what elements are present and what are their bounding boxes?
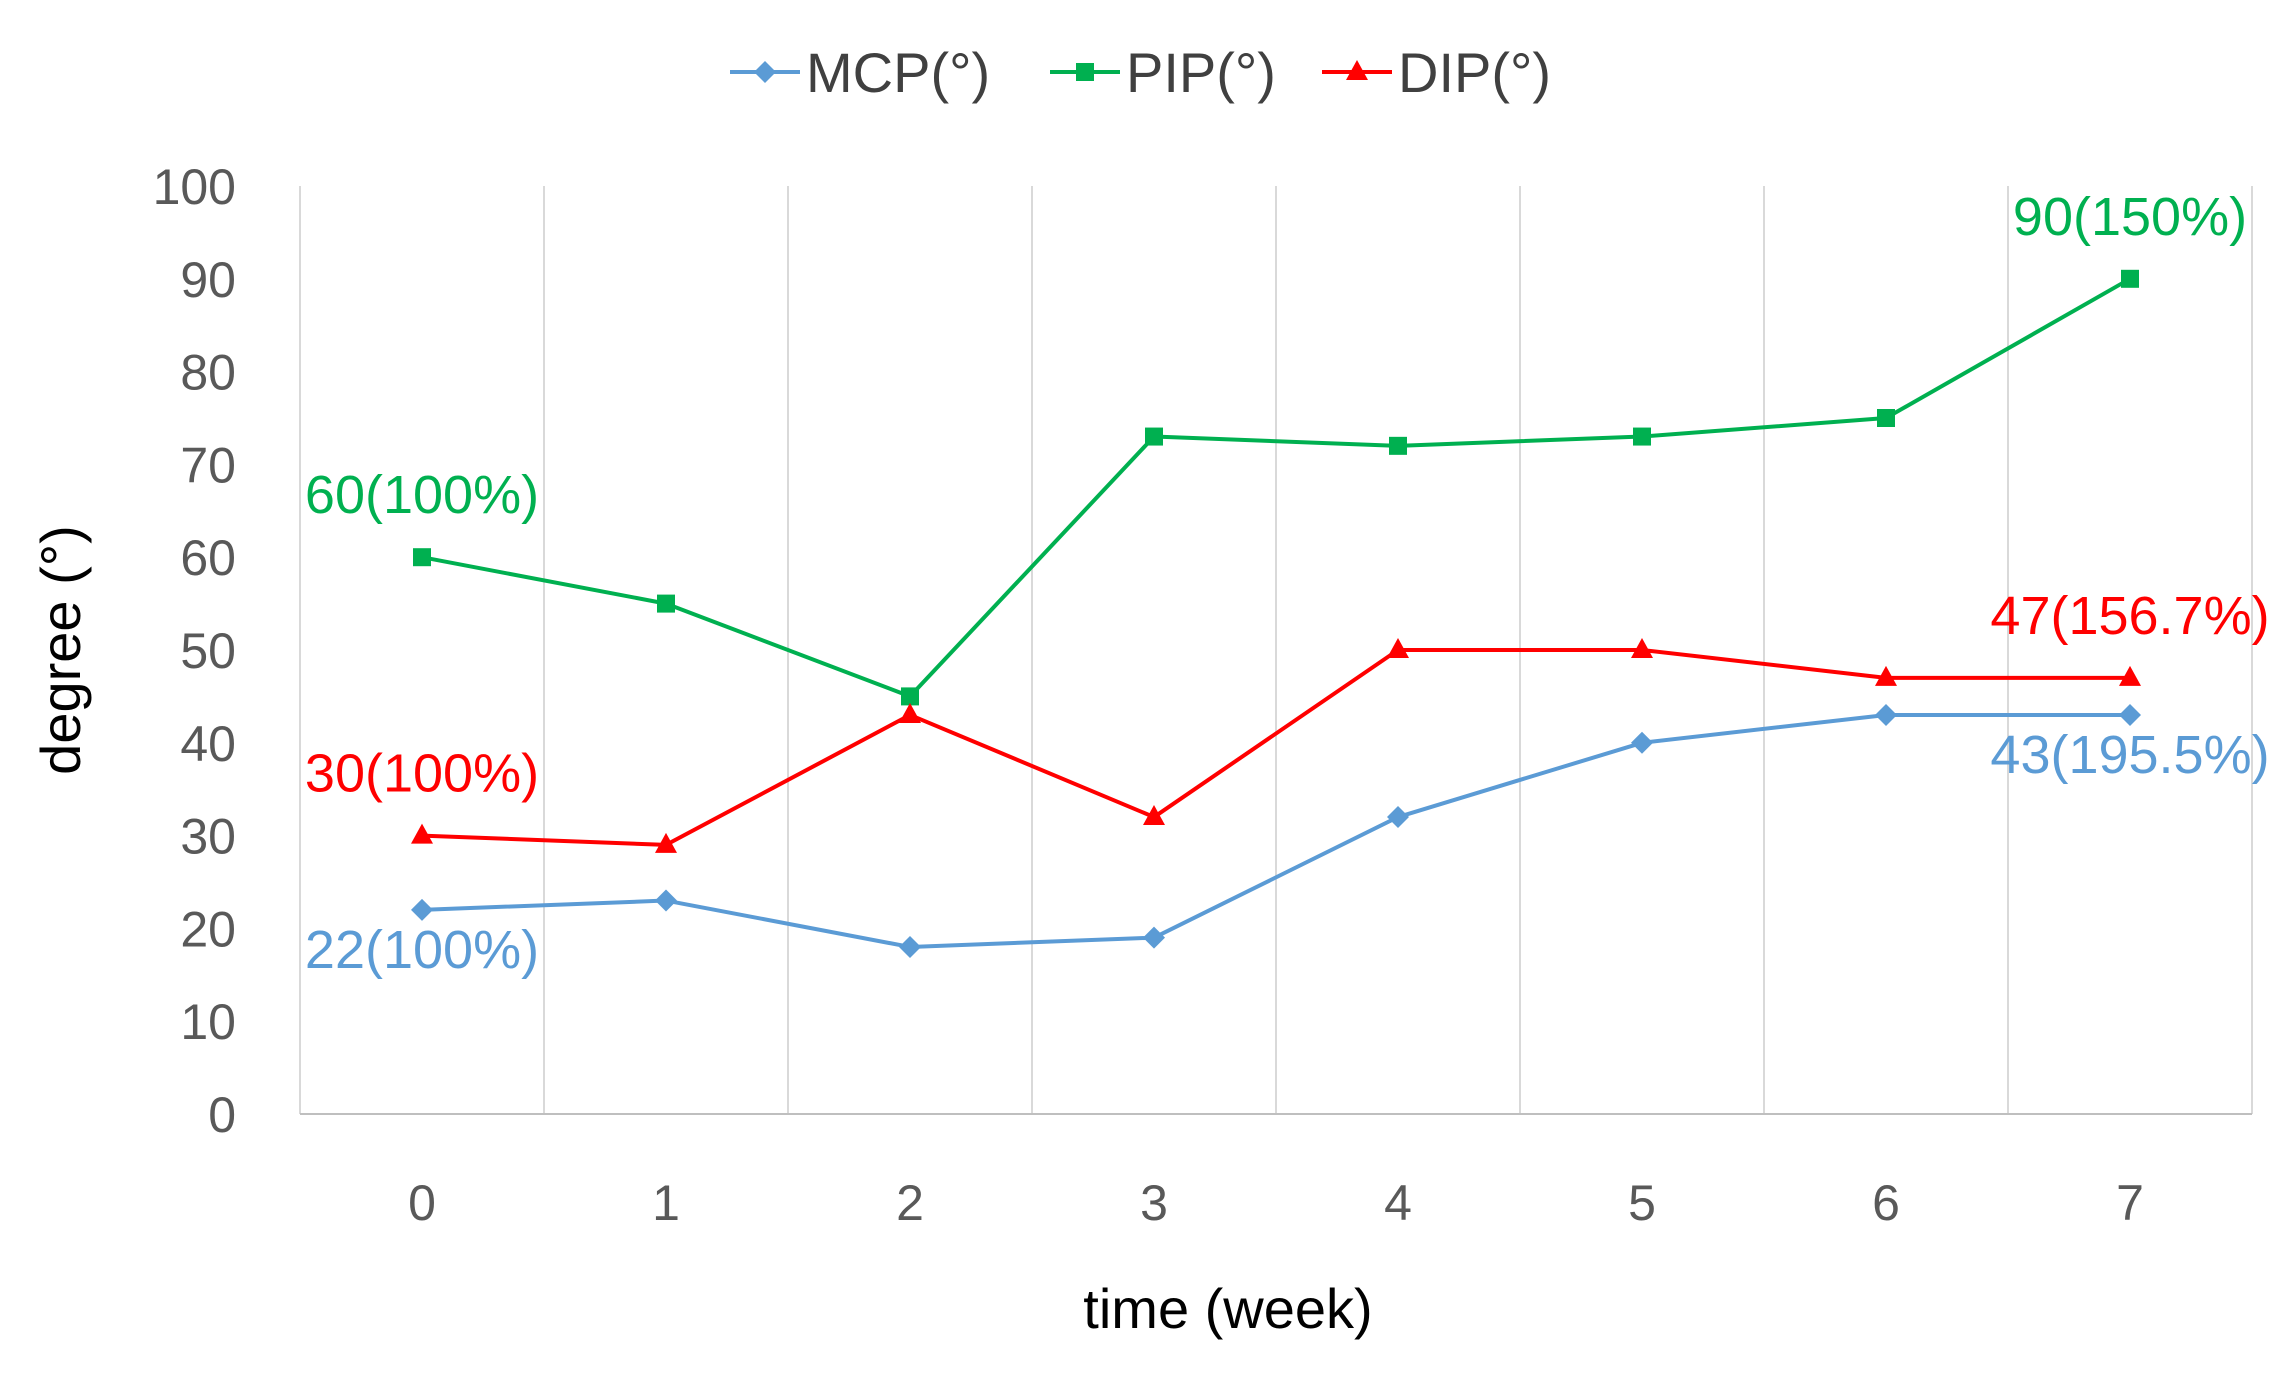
legend: MCP(°) PIP(°) DIP(°) <box>730 41 1551 104</box>
y-tick-label: 60 <box>180 530 236 586</box>
series-group <box>411 269 2141 958</box>
y-tick-label: 80 <box>180 345 236 401</box>
x-tick-label: 2 <box>896 1175 924 1231</box>
y-tick-label: 10 <box>180 994 236 1050</box>
series-mcp <box>411 703 2141 958</box>
y-tick-label: 100 <box>153 159 236 215</box>
data-point-pip <box>1145 427 1163 446</box>
x-tick-label: 7 <box>2116 1175 2144 1231</box>
data-point-mcp <box>2119 703 2141 726</box>
data-point-pip <box>1389 436 1407 455</box>
legend-label: DIP(°) <box>1398 41 1551 104</box>
data-point-mcp <box>411 898 433 921</box>
data-point-mcp <box>655 889 677 912</box>
data-point-dip <box>1387 638 1409 658</box>
series-line-mcp <box>421 712 2130 949</box>
grid-lines <box>299 186 2253 1114</box>
data-point-mcp <box>1143 926 1165 949</box>
data-point-dip <box>2119 665 2141 686</box>
legend-marker <box>1346 60 1368 80</box>
data-point-mcp <box>1631 731 1653 754</box>
x-tick-label: 0 <box>408 1175 436 1231</box>
y-axis-title: degree (°) <box>29 525 92 775</box>
legend-item-pip: PIP(°) <box>1050 41 1276 104</box>
data-point-pip <box>901 687 919 706</box>
data-point-pip <box>413 548 431 567</box>
y-tick-label: 40 <box>180 716 236 772</box>
x-tick-label: 4 <box>1384 1175 1412 1231</box>
axes: 0 10 20 30 40 50 60 70 80 90 100 0 1 2 3 4 5 6 7 <box>153 159 2252 1231</box>
data-point-dip <box>411 823 433 844</box>
data-point-pip <box>1633 427 1651 446</box>
data-point-mcp <box>899 935 921 958</box>
y-tick-label: 0 <box>208 1087 236 1143</box>
data-label: 60(100%) <box>305 465 539 525</box>
y-tick-label: 20 <box>180 901 236 957</box>
data-point-dip <box>655 832 677 853</box>
data-label: 90(150%) <box>2013 187 2247 247</box>
data-point-dip <box>1143 805 1165 826</box>
legend-item-mcp: MCP(°) <box>730 41 990 104</box>
data-point-pip <box>2121 269 2139 288</box>
data-labels: 60(100%) 30(100%) 22(100%) 90(150%) 47(156.7… <box>305 187 2270 980</box>
x-tick-label: 3 <box>1140 1175 1168 1231</box>
legend-label: MCP(°) <box>806 41 990 104</box>
data-point-dip <box>899 702 921 723</box>
series-dip <box>411 638 2141 853</box>
data-label: 47(156.7%) <box>1990 586 2269 646</box>
series-line-pip <box>421 277 2131 699</box>
x-tick-label: 5 <box>1628 1175 1656 1231</box>
legend-marker <box>754 61 776 83</box>
y-tick-label: 50 <box>180 623 236 679</box>
legend-item-dip: DIP(°) <box>1322 41 1551 104</box>
data-point-dip <box>1875 665 1897 686</box>
data-point-pip <box>1877 409 1895 427</box>
x-tick-label: 6 <box>1872 1175 1900 1231</box>
y-tick-label: 90 <box>180 252 236 308</box>
data-label: 22(100%) <box>305 920 539 980</box>
data-label: 30(100%) <box>305 744 539 804</box>
x-tick-label: 1 <box>652 1175 680 1231</box>
data-point-dip <box>1631 638 1653 658</box>
legend-label: PIP(°) <box>1126 41 1276 104</box>
data-point-pip <box>657 594 675 613</box>
data-point-mcp <box>1875 703 1897 726</box>
data-point-mcp <box>1387 806 1409 829</box>
y-tick-label: 70 <box>180 437 236 493</box>
series-pip <box>413 269 2139 706</box>
y-tick-label: 30 <box>180 809 236 865</box>
x-axis-title: time (week) <box>1083 1277 1372 1340</box>
data-label: 43(195.5%) <box>1990 725 2269 785</box>
series-line-dip <box>421 648 2130 847</box>
legend-marker <box>1076 63 1094 81</box>
